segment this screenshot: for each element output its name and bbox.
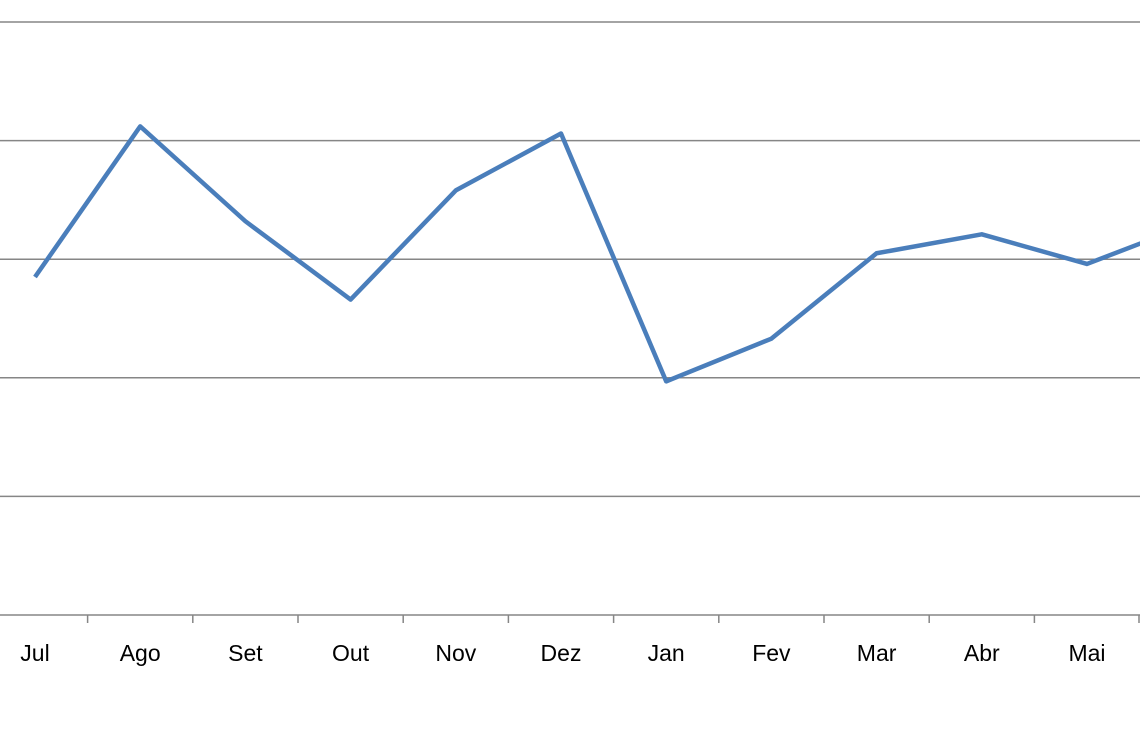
x-tick-label: Mai	[1068, 640, 1105, 666]
x-tick-label: Dez	[541, 640, 582, 666]
x-tick-label: Out	[332, 640, 370, 666]
gridlines	[0, 21, 1140, 498]
x-tick-label: Jul	[20, 640, 49, 666]
x-tick-label: Set	[228, 640, 263, 666]
series-line	[33, 124, 1140, 384]
x-tick-label: Fev	[752, 640, 791, 666]
x-tick-label: Ago	[120, 640, 161, 666]
x-tick-labels: Jul Ago Set Out Nov Dez Jan Fev Mar Abr Mai	[20, 640, 1105, 666]
x-tick-label: Abr	[964, 640, 1000, 666]
series	[33, 124, 1140, 384]
x-tick-label: Mar	[857, 640, 897, 666]
x-tick-label: Jan	[648, 640, 685, 666]
x-tick-label: Nov	[435, 640, 476, 666]
x-axis	[0, 614, 1140, 623]
